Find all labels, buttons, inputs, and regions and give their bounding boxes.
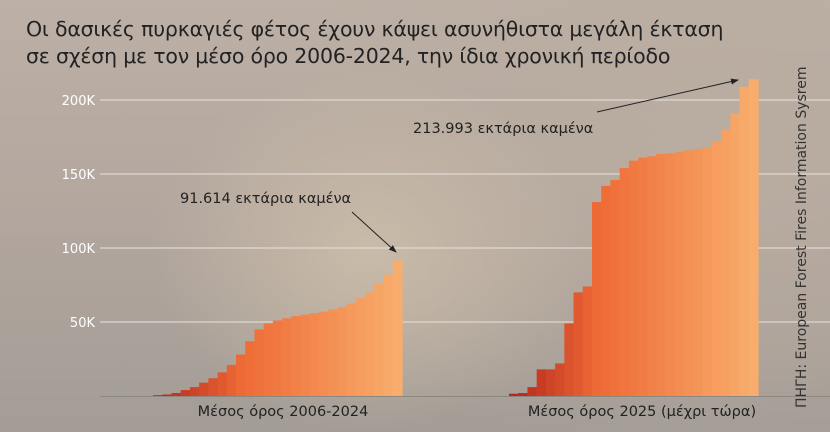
bar (153, 395, 163, 396)
bar (656, 154, 667, 396)
bar (171, 393, 182, 396)
bar (337, 307, 348, 396)
bar (702, 147, 713, 396)
bar (319, 311, 329, 396)
bar (346, 303, 357, 396)
category-label-2025: Μέσος όρος 2025 (μέχρι τώρα) (528, 404, 756, 420)
bar-group-2006-2024 (153, 260, 403, 396)
bar (601, 185, 612, 396)
bar (721, 129, 731, 396)
title-line-2: σε σχέση με τον μέσο όρο 2006-2024, την … (26, 44, 671, 68)
bar (272, 320, 283, 396)
annotation-arrow-2025 (596, 78, 739, 113)
y-tick-label: 150K (62, 168, 96, 183)
bar (628, 160, 639, 396)
bar (564, 323, 575, 396)
bar (739, 86, 750, 397)
bar (383, 274, 394, 396)
bar (711, 141, 722, 396)
bar-group-2025 (509, 79, 759, 397)
bar (647, 156, 658, 396)
bar (509, 393, 519, 396)
annotation-avg: 91.614 εκτάρια καμένα (180, 191, 351, 207)
y-tick-label: 50K (70, 316, 96, 331)
y-tick-label: 200K (62, 94, 96, 109)
bar (730, 113, 741, 396)
bar (282, 318, 292, 396)
bar (693, 148, 704, 396)
bar (162, 394, 173, 396)
bar (355, 298, 366, 396)
title-line-1: Οι δασικές πυρκαγιές φέτος έχουν κάψει α… (26, 17, 724, 41)
source-note: ΠΗΓΗ: European Forest Fires Information … (794, 66, 810, 408)
bar (748, 79, 759, 397)
bar (189, 387, 200, 396)
bar (199, 382, 209, 396)
bar (684, 150, 695, 396)
bar (328, 309, 339, 396)
bar (582, 286, 593, 396)
bar (291, 316, 302, 396)
bar (245, 341, 256, 396)
chart-title: Οι δασικές πυρκαγιές φέτος έχουν κάψει α… (26, 16, 723, 70)
bar (300, 314, 311, 396)
bar (610, 179, 621, 396)
bar (675, 151, 685, 396)
bar (638, 157, 648, 396)
bar (226, 364, 237, 396)
bar (263, 323, 274, 396)
bar (665, 153, 676, 396)
annotation-arrow-avg (351, 211, 397, 253)
bar (527, 387, 538, 396)
bar (592, 202, 602, 396)
annotation-2025: 213.993 εκτάρια καμένα (413, 121, 593, 137)
bar (208, 378, 219, 396)
bar (573, 292, 584, 396)
bar (518, 393, 529, 396)
bar (619, 168, 630, 396)
bar (392, 260, 403, 396)
bar (254, 329, 265, 396)
bar (555, 363, 565, 396)
y-tick-label: 100K (62, 242, 96, 257)
bar (374, 283, 385, 396)
category-label-2006-2024: Μέσος όρος 2006-2024 (198, 404, 369, 420)
bar (180, 390, 191, 396)
bar (309, 313, 320, 396)
bar (536, 369, 547, 396)
bar (365, 292, 375, 396)
bar (545, 369, 556, 396)
bar (236, 354, 246, 396)
bar (217, 372, 228, 396)
